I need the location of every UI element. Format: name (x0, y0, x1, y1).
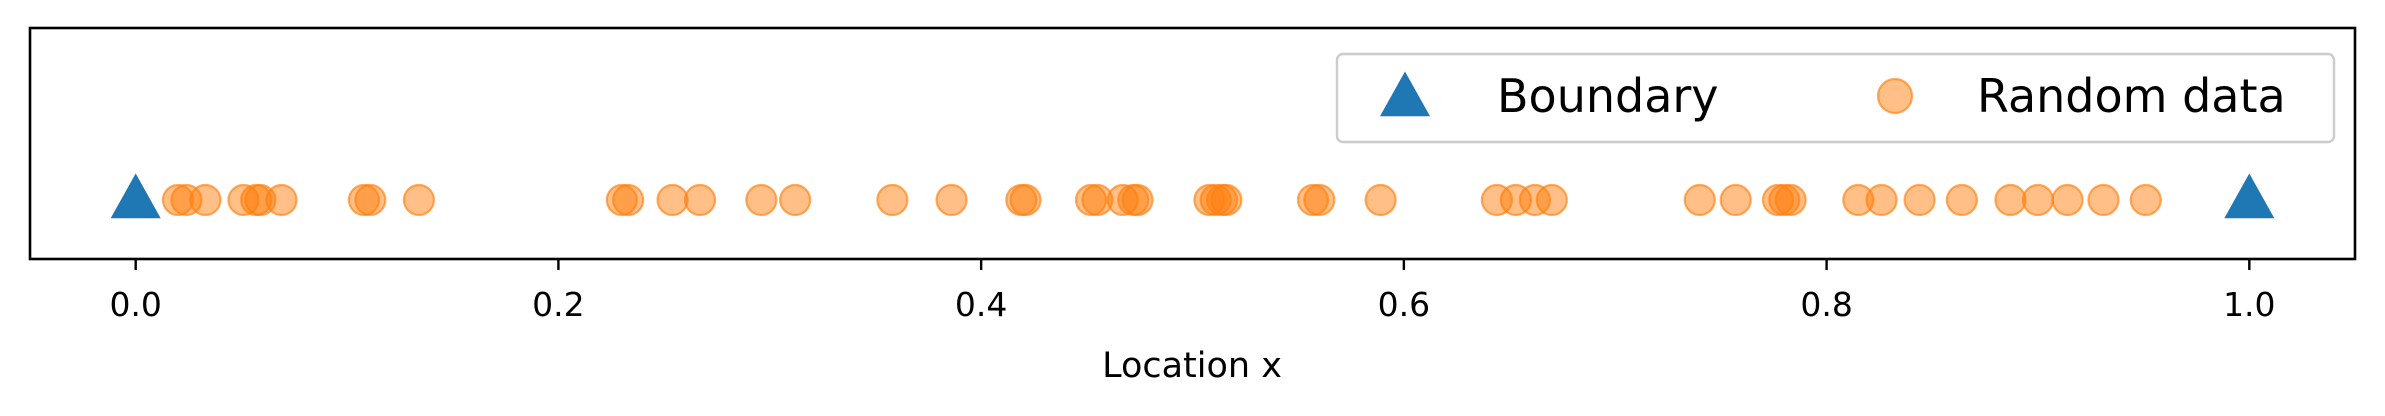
random-data-point (656, 183, 689, 217)
x-tick-label: 0.4 (955, 285, 1007, 324)
plot-frame (28, 26, 2357, 261)
random-data-point (1903, 183, 1936, 217)
random-data-point (1009, 183, 1042, 217)
random-data-point (2087, 183, 2120, 217)
random-data-point (779, 183, 812, 217)
random-data-point (1303, 183, 1336, 217)
random-data-point (354, 183, 387, 217)
random-data-point (1210, 183, 1243, 217)
random-data-point (2051, 183, 2084, 217)
random-data-point (1774, 183, 1807, 217)
x-tick-label: 0.2 (532, 285, 584, 324)
random-data-point (935, 183, 968, 217)
random-data-point (1994, 183, 2027, 217)
random-data-point (1865, 183, 1898, 217)
boundary-legend-marker (1379, 71, 1431, 117)
x-axis: 0.0 0.2 0.4 0.6 0.8 1.0 (109, 259, 2276, 324)
random-data-point (1719, 183, 1752, 217)
random-data-point (683, 183, 717, 217)
x-tick-label: 1.0 (2223, 285, 2275, 324)
random-data-point (1364, 183, 1397, 217)
random-data-point (1945, 183, 1978, 217)
random-data-point (402, 183, 436, 217)
x-tick-label: 0.0 (109, 285, 161, 324)
data-points (110, 173, 2275, 219)
random-data-point (265, 183, 298, 217)
random-data-point (876, 183, 909, 217)
random-data-legend-marker (1876, 77, 1914, 115)
random-data-point (745, 183, 778, 217)
random-data-point (1535, 183, 1568, 217)
x-axis-label: Location x (1102, 346, 1282, 386)
random-data-point (2129, 183, 2162, 217)
legend-label-random-data: Random data (1977, 69, 2286, 123)
random-data-point (2021, 183, 2055, 217)
legend: Boundary Random data (1335, 52, 2336, 144)
boundary-point (110, 173, 161, 219)
random-data-point (189, 183, 222, 217)
legend-label-boundary: Boundary (1497, 69, 1719, 123)
x-tick-label: 0.6 (1378, 285, 1430, 324)
random-data-point (1683, 183, 1716, 217)
random-data-point (612, 183, 645, 217)
boundary-point (2224, 173, 2275, 219)
legend-box (1335, 52, 2336, 144)
x-tick-label: 0.8 (1800, 285, 1852, 324)
random-data-point (1121, 183, 1154, 217)
